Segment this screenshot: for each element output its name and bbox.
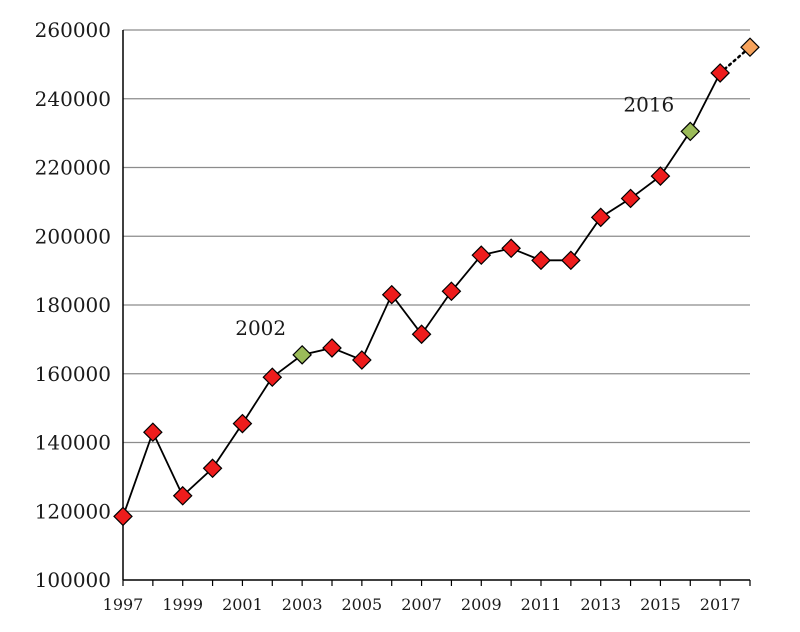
annotation-2016: 2016 — [623, 92, 674, 116]
data-point-2011 — [531, 250, 551, 271]
data-point-2003 — [292, 344, 312, 365]
series-line — [122, 72, 721, 517]
x-tick-label: 1999 — [162, 595, 203, 614]
marker-layer — [113, 37, 760, 527]
x-tick-label: 2011 — [521, 595, 562, 614]
data-point-2002 — [262, 367, 283, 388]
data-point-2017 — [710, 63, 730, 83]
grid-layer — [123, 29, 750, 512]
data-point-2000 — [202, 458, 223, 479]
x-tick-label: 2009 — [461, 595, 502, 614]
annotation-2002: 2002 — [235, 316, 286, 340]
data-point-2001 — [232, 413, 253, 434]
data-point-2006 — [381, 284, 402, 305]
series-line-layer — [122, 45, 752, 517]
data-point-1998 — [143, 422, 163, 443]
data-point-2004 — [322, 338, 342, 358]
data-point-2014 — [620, 188, 641, 209]
y-tick-label: 120000 — [35, 499, 111, 523]
data-point-2015 — [650, 166, 671, 186]
data-point-2010 — [501, 238, 521, 259]
x-tick-label: 2007 — [401, 595, 442, 614]
x-tick-label: 2013 — [580, 595, 621, 614]
data-point-2016 — [680, 121, 701, 142]
x-tick-label: 2001 — [222, 595, 263, 614]
x-tick-label: 2017 — [700, 595, 741, 614]
x-tick-label: 2003 — [282, 595, 323, 614]
data-point-2007 — [411, 324, 432, 345]
data-point-2012 — [561, 250, 581, 271]
x-tick-label: 2015 — [640, 595, 681, 614]
axis-layer — [122, 30, 751, 586]
y-tick-label: 100000 — [35, 568, 111, 592]
y-tick-label: 180000 — [35, 293, 111, 317]
data-point-2009 — [471, 245, 492, 266]
y-tick-label: 140000 — [35, 431, 111, 455]
y-tick-label: 220000 — [35, 156, 111, 180]
data-point-1999 — [172, 485, 193, 506]
data-point-1997 — [113, 506, 133, 527]
y-tick-label: 160000 — [35, 362, 111, 386]
data-point-2008 — [441, 281, 462, 302]
data-point-2013 — [590, 207, 611, 228]
x-tick-label: 2005 — [341, 595, 382, 614]
data-point-2018 — [740, 37, 760, 58]
data-point-2005 — [352, 350, 372, 370]
label-layer: 100000 120000 140000 160000 180000 200000 2200… — [35, 18, 741, 614]
y-tick-label: 200000 — [35, 224, 111, 248]
y-tick-label: 260000 — [35, 18, 111, 42]
y-tick-label: 240000 — [35, 87, 111, 111]
x-tick-label: 1997 — [103, 595, 144, 614]
